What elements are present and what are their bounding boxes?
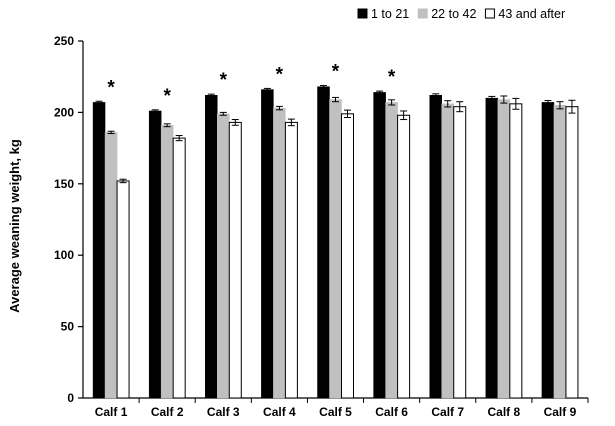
y-tick-label-0: 0	[67, 391, 74, 405]
bar	[341, 113, 354, 399]
legend-label: 43 and after	[498, 7, 565, 21]
legend-swatch	[484, 8, 495, 19]
bar	[429, 95, 442, 399]
significance-asterisk: *	[107, 77, 115, 98]
significance-asterisk: *	[388, 67, 396, 88]
y-tick-label-50: 50	[61, 320, 75, 334]
bar	[273, 107, 286, 399]
bar	[565, 106, 579, 399]
bar	[104, 132, 118, 399]
legend-swatch	[357, 8, 368, 19]
bar	[453, 106, 467, 399]
chart-legend: 1 to 21 22 to 42 43 and after	[357, 7, 565, 21]
bar	[92, 102, 106, 399]
x-tick-label: Calf 3	[207, 405, 240, 419]
significance-asterisk: *	[332, 62, 340, 83]
bar	[317, 86, 330, 399]
bar	[385, 102, 398, 399]
significance-markers: * * * * * *	[107, 62, 396, 107]
bar	[160, 125, 174, 399]
x-tick-label: Calf 8	[487, 405, 520, 419]
bar	[284, 121, 298, 399]
significance-asterisk: *	[220, 70, 228, 91]
bar	[329, 99, 342, 399]
legend-label: 22 to 42	[431, 7, 476, 21]
y-tick-label-100: 100	[54, 248, 74, 262]
y-axis: 0 50 100 150 200 250	[54, 34, 84, 405]
y-tick-label-200: 200	[54, 105, 74, 119]
bar	[553, 105, 567, 399]
bar	[541, 102, 555, 399]
bars	[92, 86, 579, 399]
y-tick-label-250: 250	[54, 34, 74, 48]
y-tick-label-150: 150	[54, 177, 74, 191]
x-tick-label: Calf 5	[319, 405, 352, 419]
bar	[217, 113, 230, 399]
legend-swatch	[417, 8, 428, 19]
error-bars	[95, 85, 576, 184]
legend-label: 1 to 21	[371, 7, 409, 21]
bar	[497, 99, 511, 399]
bar	[509, 103, 523, 399]
bar	[397, 114, 411, 399]
x-tick-label: Calf 6	[375, 405, 408, 419]
bar	[261, 89, 274, 399]
bar	[228, 121, 242, 399]
significance-asterisk: *	[163, 86, 171, 107]
bar	[148, 110, 162, 399]
bar	[116, 180, 130, 399]
x-tick-label: Calf 4	[263, 405, 296, 419]
significance-asterisk: *	[276, 64, 284, 85]
bar	[485, 97, 499, 399]
x-axis: Calf 1 Calf 2 Calf 3 Calf 4 Calf 5 Calf 6 Calf…	[83, 397, 589, 419]
bar	[205, 95, 218, 399]
bar	[373, 92, 386, 399]
bar	[441, 103, 454, 399]
x-tick-label: Calf 7	[431, 405, 464, 419]
bar	[172, 137, 186, 399]
x-tick-label: Calf 9	[544, 405, 577, 419]
x-tick-label: Calf 1	[95, 405, 128, 419]
x-tick-label: Calf 2	[151, 405, 184, 419]
y-axis-title: Average weaning weight, kg	[7, 139, 22, 313]
